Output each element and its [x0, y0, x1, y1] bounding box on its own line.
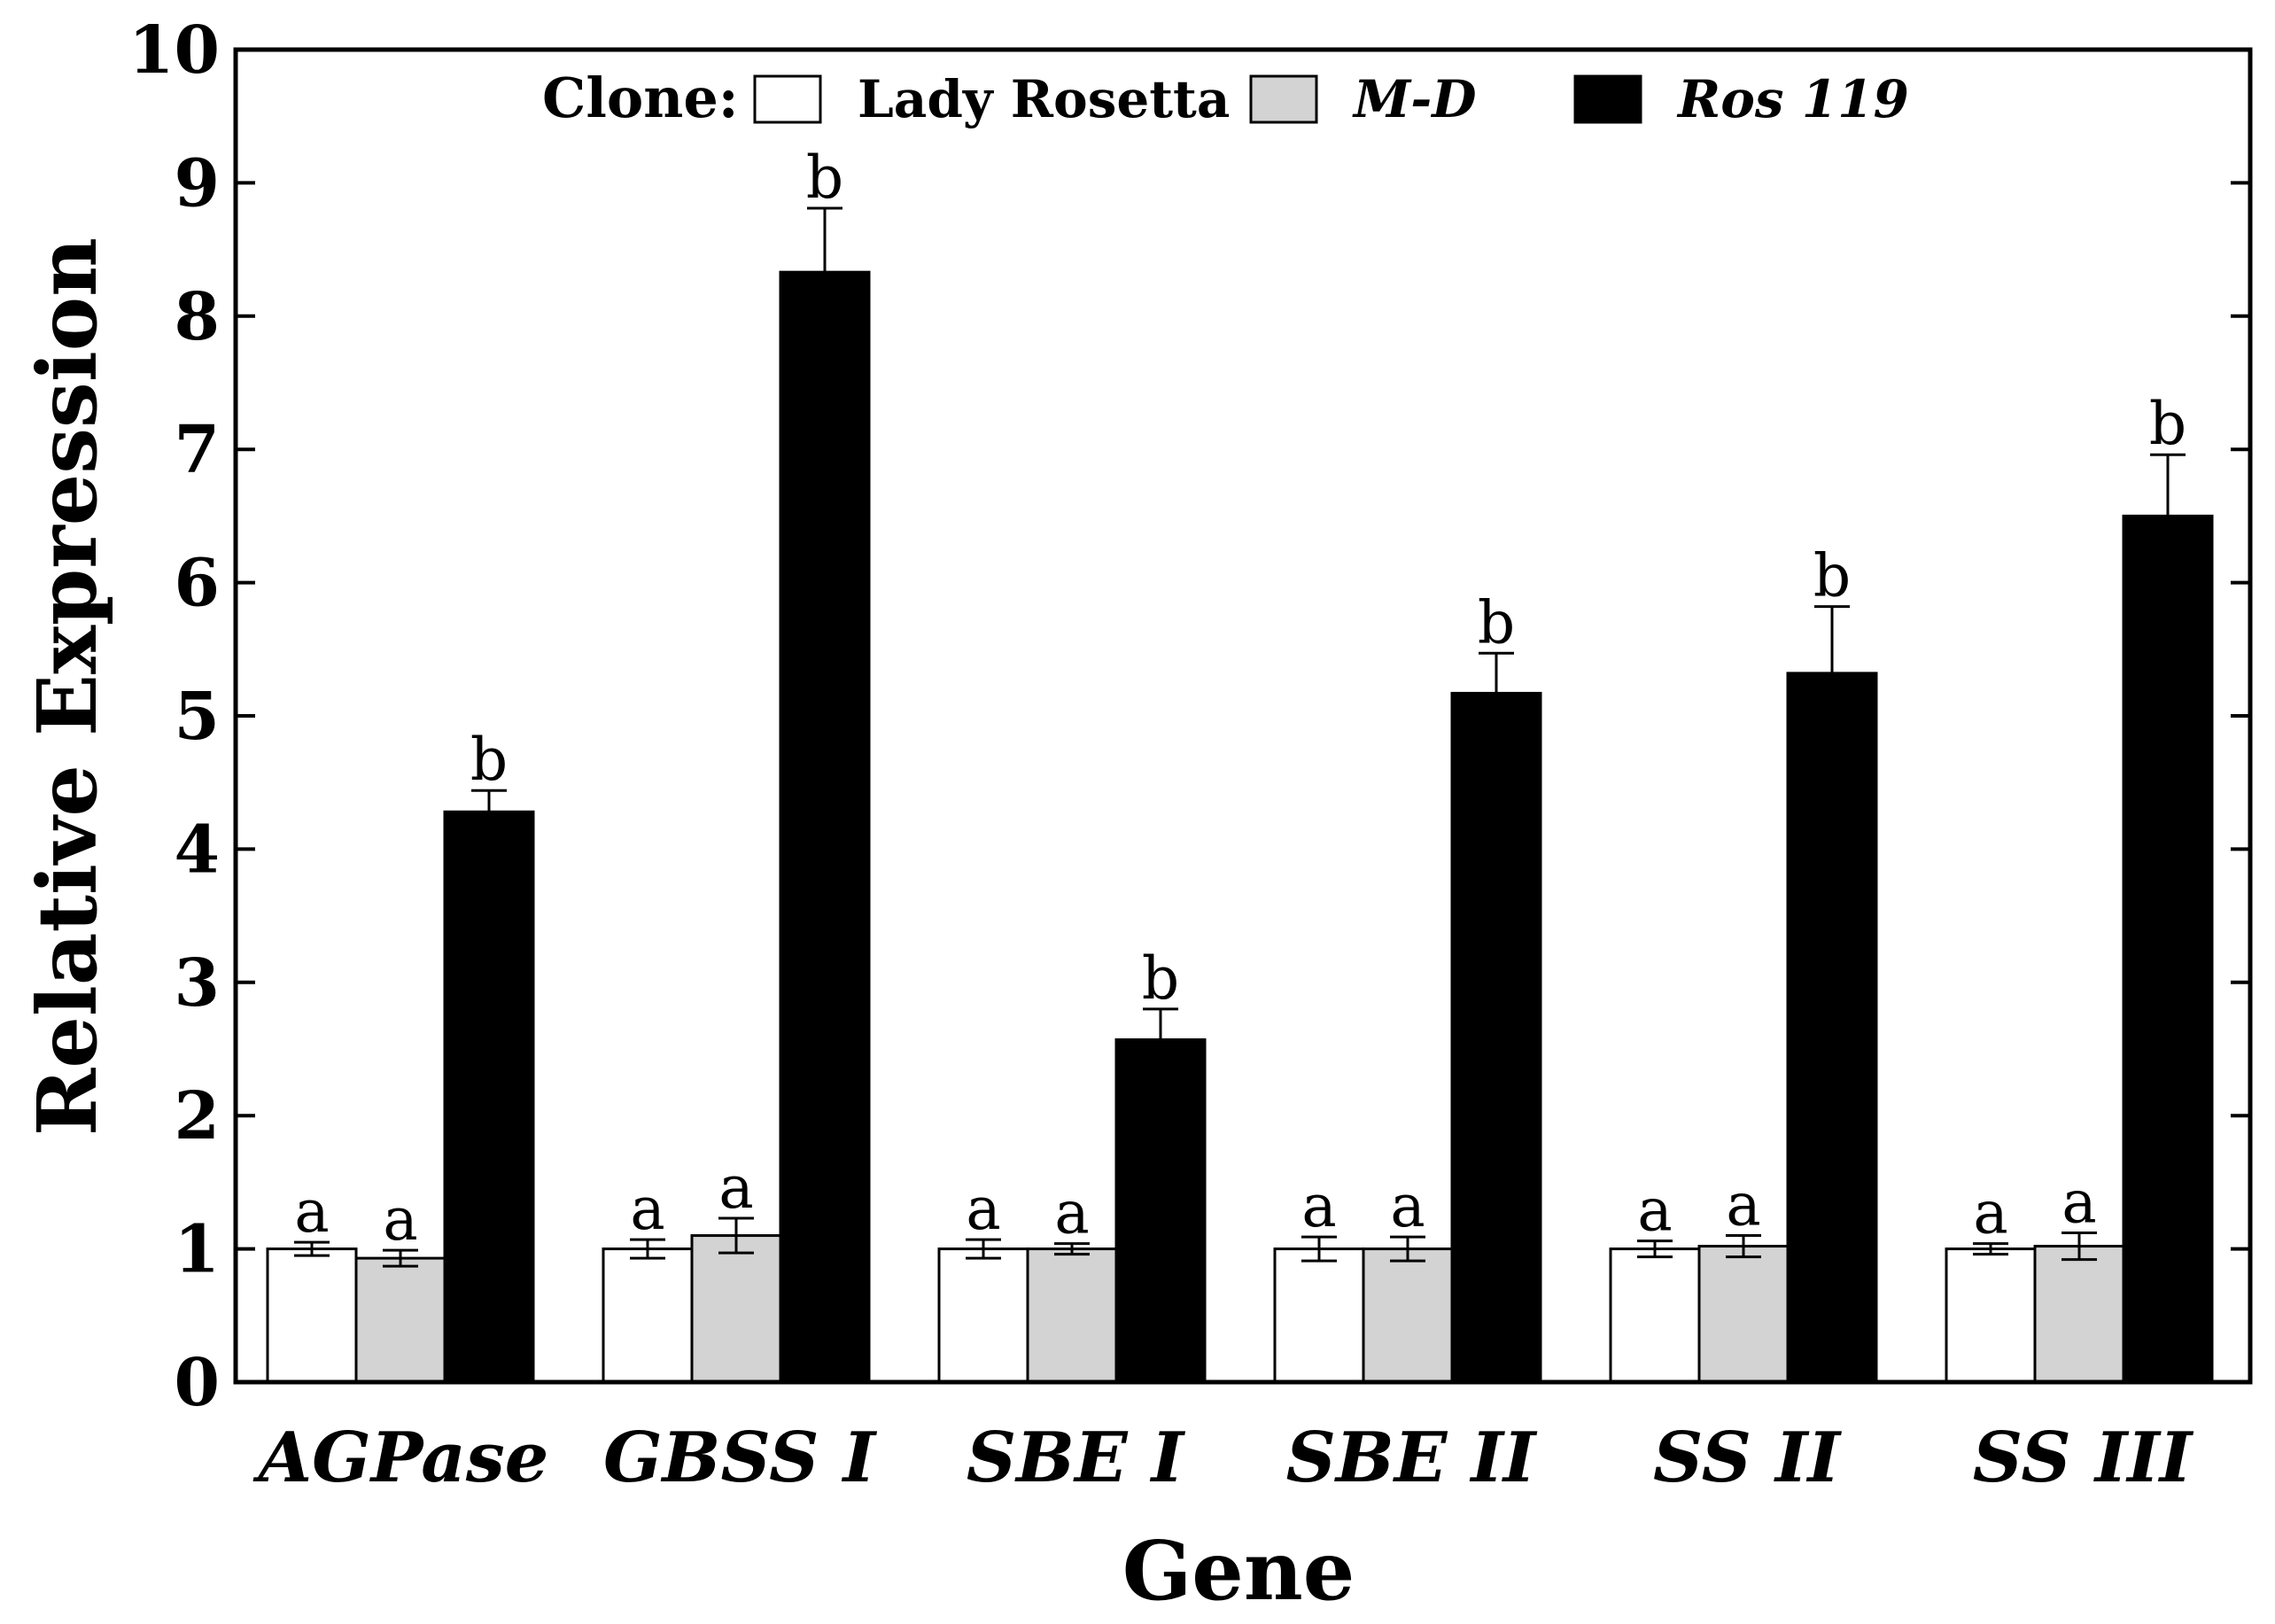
bar-ss-iii-ros-119 — [2122, 514, 2214, 1384]
bar-sbe-ii-lady-rosetta — [1273, 1247, 1365, 1384]
bar-ss-ii-lady-rosetta — [1609, 1247, 1701, 1384]
error-bar-ss-iii-lady-rosetta — [1973, 1242, 2008, 1256]
error-bar-agpase-m-d — [383, 1248, 418, 1268]
legend-label-ros-119: Ros 119 — [1676, 69, 1909, 129]
bar-sbe-i-m-d — [1026, 1247, 1118, 1384]
error-bar-agpase-lady-rosetta — [294, 1240, 330, 1257]
error-bar-ss-iii-m-d — [2061, 1232, 2097, 1262]
y-tick-label: 2 — [175, 1078, 221, 1154]
x-tick-label: SS III — [1973, 1418, 2194, 1498]
significance-letter: b — [2149, 390, 2186, 458]
bar-agpase-m-d — [354, 1256, 446, 1384]
legend-label-m-d: M-D — [1352, 69, 1477, 129]
error-bar-ss-ii-ros-119 — [1814, 605, 1850, 673]
bar-gbss-i-lady-rosetta — [602, 1247, 694, 1384]
y-tick-label: 5 — [175, 679, 221, 755]
error-bar-sbe-ii-lady-rosetta — [1301, 1235, 1337, 1263]
significance-letters-layer: a aba aba aba aba aba ab — [294, 144, 2186, 1254]
significance-letter: a — [1973, 1179, 2007, 1247]
significance-letter: a — [1054, 1179, 1089, 1247]
significance-letter: a — [630, 1175, 664, 1243]
x-tick-label: SBE I — [967, 1418, 1186, 1498]
bars-layer — [266, 270, 2214, 1384]
bar-sbe-ii-ros-119 — [1450, 691, 1542, 1384]
y-tick-label: 1 — [175, 1212, 221, 1288]
legend-swatch-ros-119 — [1573, 74, 1642, 124]
y-tick-label: 8 — [175, 279, 221, 355]
error-bar-sbe-i-m-d — [1054, 1242, 1090, 1256]
significance-letter: b — [806, 144, 843, 212]
error-bar-sbe-ii-ros-119 — [1479, 651, 1514, 694]
significance-letter: a — [1726, 1171, 1760, 1239]
error-bar-ss-ii-m-d — [1726, 1234, 1761, 1259]
significance-letter: a — [1301, 1172, 1336, 1240]
significance-letter: b — [470, 726, 508, 794]
y-tick-label: 7 — [175, 412, 221, 488]
bar-sbe-ii-m-d — [1362, 1247, 1454, 1384]
x-axis-title: Gene — [1122, 1523, 1355, 1619]
significance-letter: a — [1390, 1172, 1425, 1240]
significance-letter: b — [1813, 542, 1851, 610]
bar-ss-iii-m-d — [2033, 1245, 2125, 1384]
error-bar-ss-iii-ros-119 — [2150, 453, 2186, 517]
y-tick-label: 6 — [175, 546, 221, 622]
legend-label-lady-rosetta: Lady Rosetta — [858, 69, 1230, 129]
error-bar-agpase-ros-119 — [471, 789, 507, 812]
significance-letter: a — [966, 1175, 1000, 1243]
error-bars-layer — [294, 206, 2186, 1268]
bar-sbe-i-lady-rosetta — [937, 1247, 1029, 1384]
plot-frame — [233, 47, 2253, 1385]
legend: Clone: Lady Rosetta M-D Ros 119 — [542, 66, 1909, 130]
x-tick-label: SBE II — [1286, 1418, 1538, 1498]
error-bar-sbe-i-ros-119 — [1143, 1007, 1178, 1040]
x-tick-label: GBSS I — [603, 1418, 878, 1498]
bar-sbe-i-ros-119 — [1114, 1037, 1207, 1384]
error-bar-sbe-i-lady-rosetta — [966, 1238, 1001, 1260]
legend-title: Clone: — [542, 66, 739, 130]
bar-gbss-i-ros-119 — [779, 270, 871, 1384]
significance-letter: a — [294, 1177, 329, 1246]
significance-letter: a — [718, 1154, 753, 1222]
bar-agpase-lady-rosetta — [266, 1247, 358, 1384]
error-bar-gbss-i-m-d — [718, 1216, 754, 1255]
bar-gbss-i-m-d — [690, 1234, 782, 1384]
y-axis-title: Relative Expression — [19, 237, 115, 1136]
error-bar-gbss-i-ros-119 — [807, 206, 842, 273]
y-tick-label: 4 — [175, 812, 221, 888]
error-bar-ss-ii-lady-rosetta — [1637, 1239, 1673, 1259]
bar-ss-ii-m-d — [1697, 1245, 1790, 1384]
bar-agpase-ros-119 — [443, 810, 535, 1384]
y-tick-label: 3 — [175, 945, 221, 1022]
y-tick-label: 0 — [175, 1345, 221, 1421]
bar-ss-iii-lady-rosetta — [1945, 1247, 2037, 1384]
x-tick-label: SS II — [1653, 1418, 1843, 1498]
error-bar-sbe-ii-m-d — [1390, 1235, 1425, 1263]
legend-swatch-m-d — [1249, 74, 1318, 124]
y-tick-label: 9 — [175, 145, 221, 221]
x-tick-label: AGPase — [252, 1418, 549, 1498]
y-tick-label: 10 — [128, 12, 220, 89]
significance-letter: b — [1478, 588, 1515, 657]
bar-ss-ii-ros-119 — [1786, 672, 1878, 1384]
legend-swatch-lady-rosetta — [753, 74, 822, 124]
axes-layer: AGPase GBSS I SBE I SBE II SS II SS III 0 1 2 3 4 5… — [128, 12, 2253, 1498]
significance-letter: b — [1142, 944, 1179, 1013]
error-bar-gbss-i-lady-rosetta — [630, 1238, 665, 1260]
significance-letter: a — [1637, 1177, 1672, 1245]
significance-letter: a — [383, 1185, 417, 1254]
significance-letter: a — [2061, 1169, 2096, 1237]
